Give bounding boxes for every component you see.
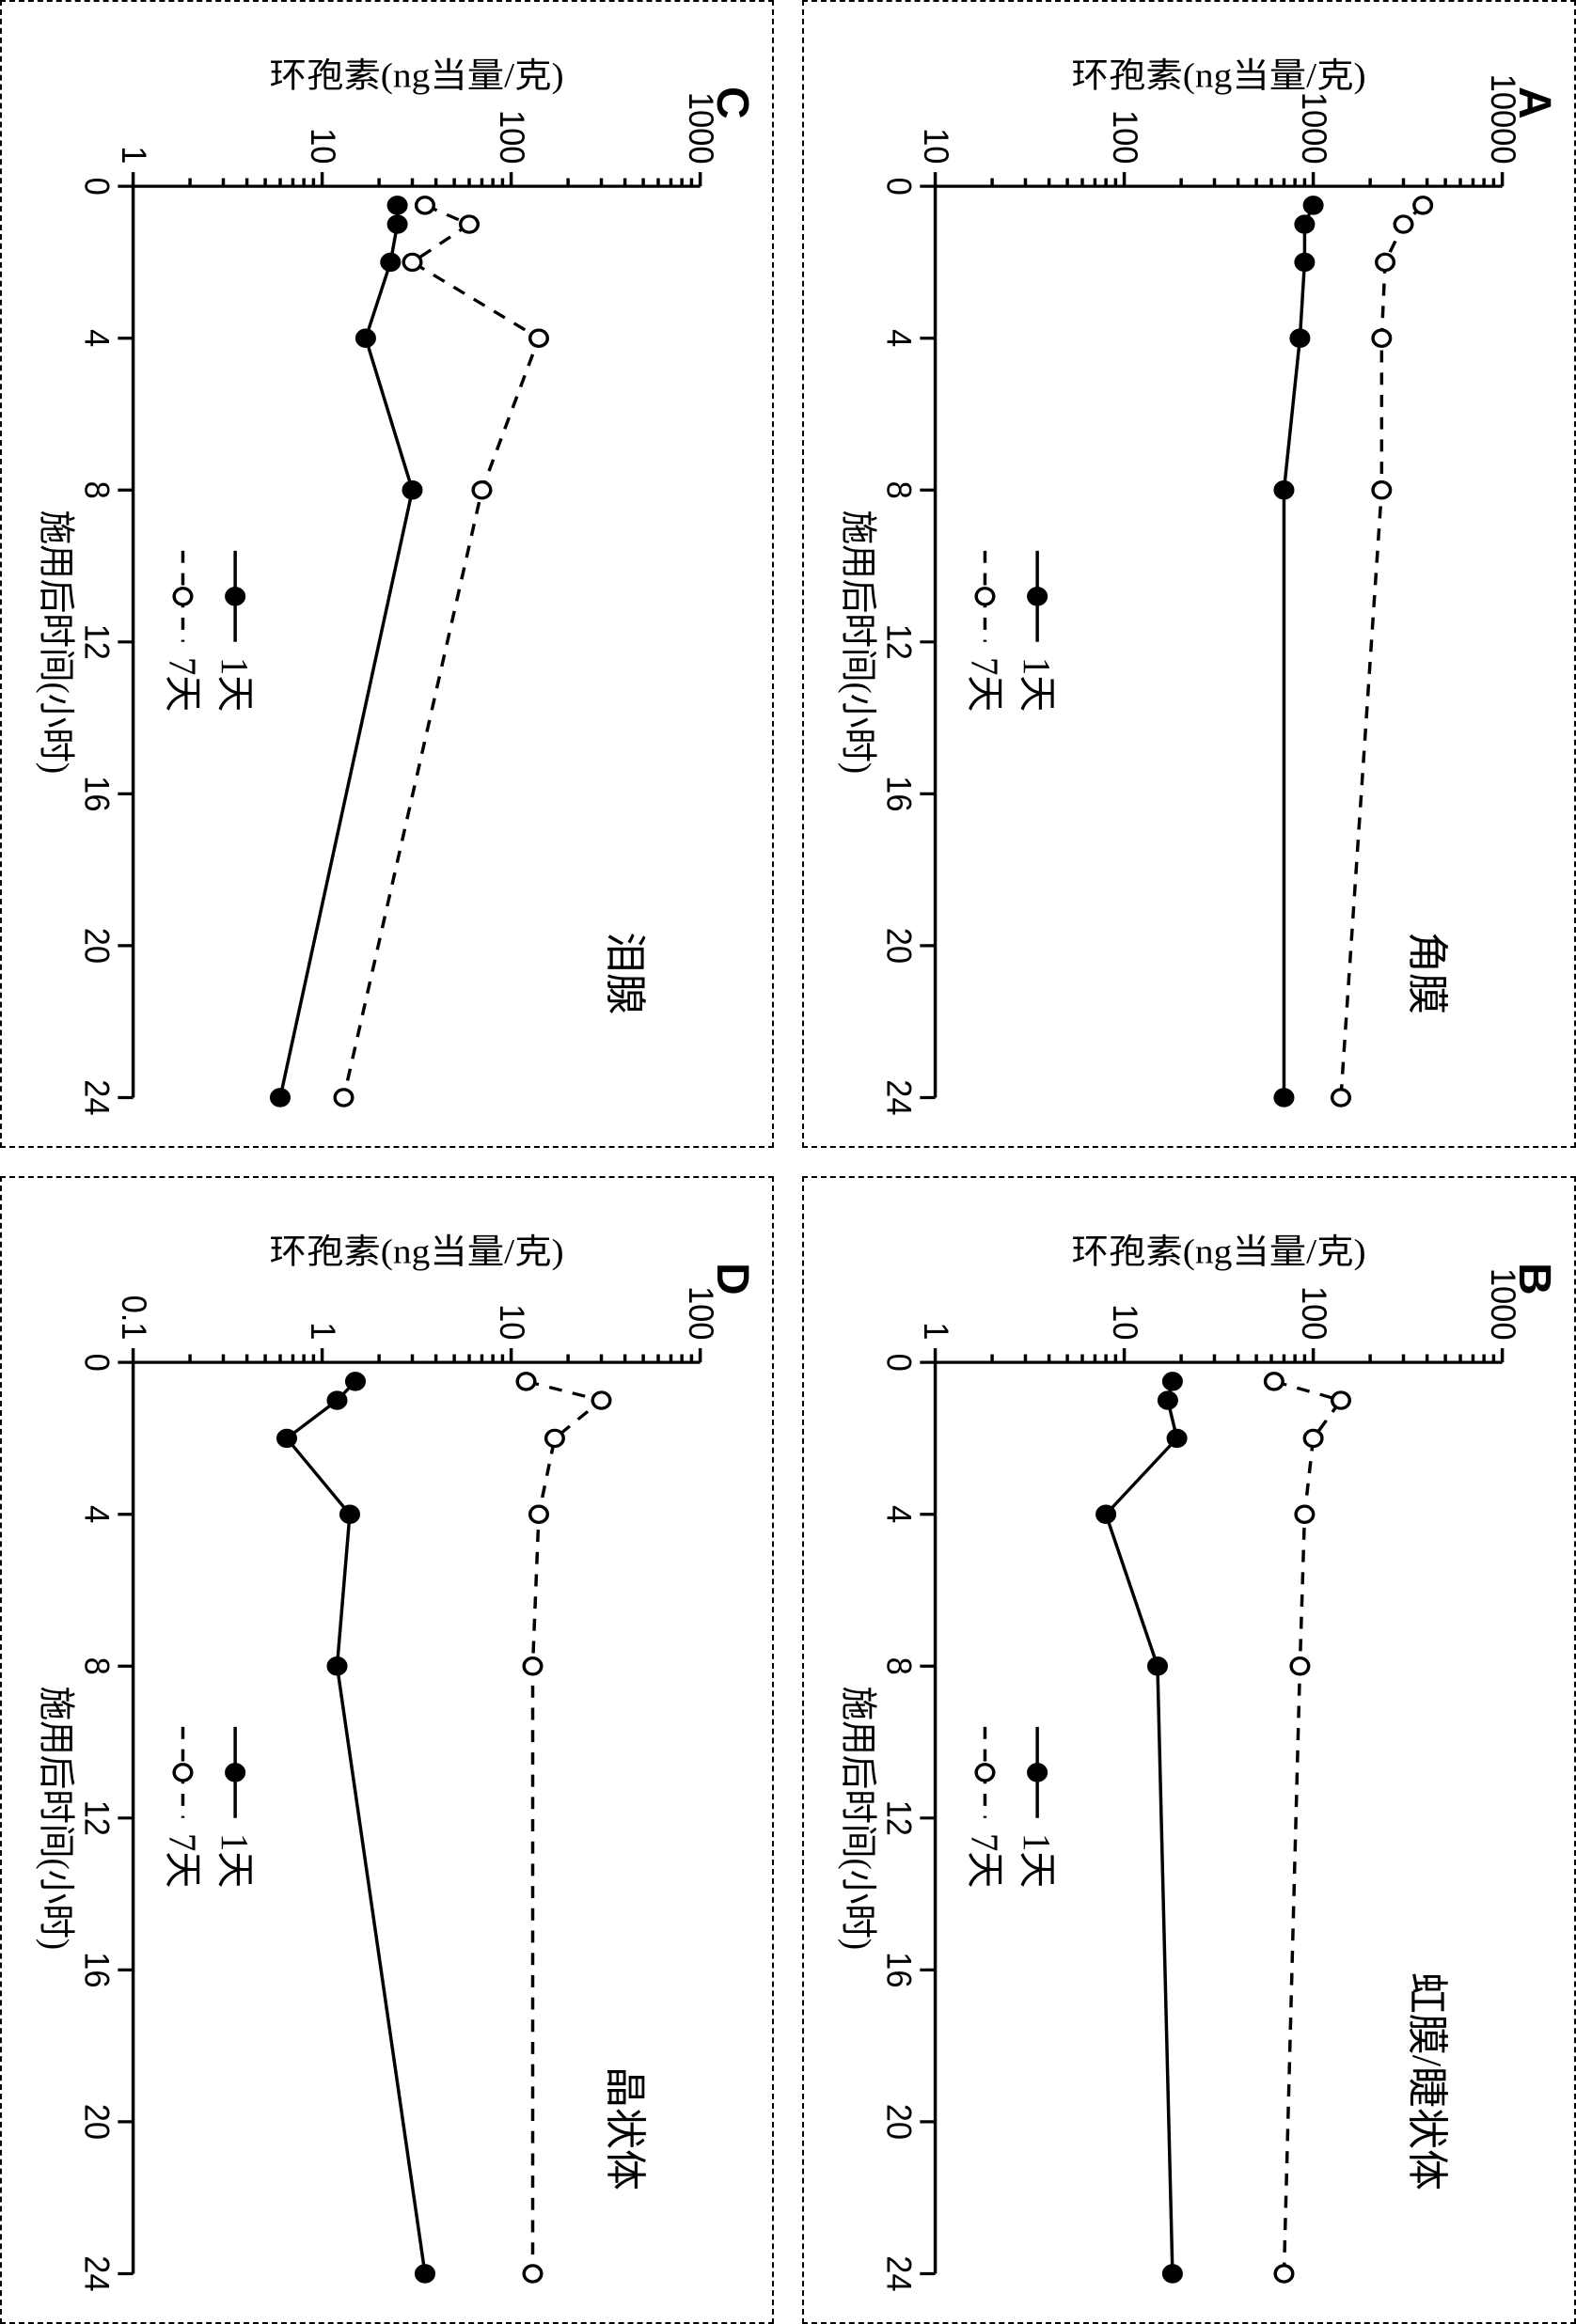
chart-area: 048121620241101001000施用后时间(小时)环孢素(ng当量/克… — [870, 1281, 1546, 2294]
x-tick-label: 8 — [879, 481, 918, 499]
y-tick-label: 100 — [493, 110, 531, 164]
x-axis-label: 施用后时间(小时) — [35, 510, 76, 775]
legend-day7-label: 7天 — [963, 657, 1007, 712]
y-tick-label: 100 — [1295, 1286, 1333, 1340]
y-tick-label: 100 — [1106, 110, 1144, 164]
x-tick-label: 0 — [879, 178, 918, 196]
x-tick-label: 8 — [77, 481, 116, 499]
x-tick-label: 24 — [77, 2255, 116, 2291]
y-tick-label: 10 — [1106, 1304, 1144, 1340]
x-tick-label: 12 — [879, 624, 918, 660]
legend: 1天7天 — [963, 551, 1059, 712]
panel-d: D晶状体048121620240.1110100施用后时间(小时)环孢素(ng当… — [0, 1176, 774, 2324]
x-tick-label: 0 — [77, 178, 116, 196]
x-tick-label: 12 — [77, 624, 116, 660]
x-tick-label: 20 — [77, 2104, 116, 2140]
panel-a: A角膜0481216202410100100010000施用后时间(小时)环孢素… — [802, 0, 1576, 1148]
chart-area: 048121620241101001000施用后时间(小时)环孢素(ng当量/克… — [68, 105, 744, 1118]
y-tick-label: 10 — [304, 128, 342, 164]
y-tick-label: 1000 — [682, 92, 720, 165]
x-tick-label: 0 — [77, 1354, 116, 1372]
chart-area: 048121620240.1110100施用后时间(小时)环孢素(ng当量/克)… — [68, 1281, 744, 2294]
y-tick-label: 10000 — [1484, 74, 1522, 165]
y-tick-label: 0.1 — [115, 1295, 153, 1341]
series-day1-line — [1106, 1381, 1177, 2273]
x-tick-label: 4 — [879, 329, 918, 347]
legend-day7-label: 7天 — [963, 1833, 1007, 1888]
legend: 1天7天 — [161, 551, 257, 712]
series-day1-line — [280, 205, 413, 1097]
x-tick-label: 24 — [879, 1079, 918, 1115]
x-tick-label: 16 — [879, 776, 918, 811]
x-tick-label: 24 — [77, 1079, 116, 1115]
x-tick-label: 4 — [77, 1505, 116, 1523]
x-tick-label: 4 — [879, 1505, 918, 1523]
legend-day1-label: 1天 — [1016, 1833, 1060, 1888]
x-tick-label: 20 — [879, 2104, 918, 2140]
x-tick-label: 20 — [77, 928, 116, 964]
y-axis-label: 环孢素(ng当量/克) — [270, 1233, 564, 1271]
y-tick-label: 100 — [682, 1286, 720, 1340]
y-axis-label: 环孢素(ng当量/克) — [1072, 1233, 1366, 1271]
x-tick-label: 24 — [879, 2255, 918, 2291]
legend-day1-label: 1天 — [1016, 657, 1060, 712]
legend: 1天7天 — [161, 1727, 257, 1888]
x-tick-label: 12 — [879, 1800, 918, 1836]
legend-day7-label: 7天 — [161, 1833, 205, 1888]
y-tick-label: 10 — [917, 128, 955, 164]
legend-day7-label: 7天 — [161, 657, 205, 712]
chart-area: 0481216202410100100010000施用后时间(小时)环孢素(ng… — [870, 105, 1546, 1118]
y-tick-label: 1 — [304, 1322, 342, 1340]
y-tick-label: 1 — [917, 1322, 955, 1340]
y-tick-label: 1000 — [1295, 92, 1333, 165]
y-axis-label: 环孢素(ng当量/克) — [1072, 57, 1366, 95]
x-axis-label: 施用后时间(小时) — [837, 1687, 878, 1951]
x-tick-label: 16 — [879, 1952, 918, 1987]
x-axis-label: 施用后时间(小时) — [35, 1687, 76, 1951]
panel-c: C泪腺048121620241101001000施用后时间(小时)环孢素(ng当… — [0, 0, 774, 1148]
y-tick-label: 10 — [493, 1304, 531, 1340]
x-axis-label: 施用后时间(小时) — [837, 510, 878, 775]
x-tick-label: 20 — [879, 928, 918, 964]
panel-b: B虹膜/睫状体048121620241101001000施用后时间(小时)环孢素… — [802, 1176, 1576, 2324]
legend: 1天7天 — [963, 1727, 1059, 1888]
x-tick-label: 4 — [77, 329, 116, 347]
legend-day1-label: 1天 — [213, 1833, 258, 1888]
x-tick-label: 16 — [77, 776, 116, 811]
x-tick-label: 16 — [77, 1952, 116, 1987]
x-tick-label: 0 — [879, 1354, 918, 1372]
x-tick-label: 8 — [77, 1657, 116, 1675]
legend-day1-label: 1天 — [213, 657, 258, 712]
y-tick-label: 1000 — [1484, 1268, 1522, 1341]
y-axis-label: 环孢素(ng当量/克) — [270, 57, 564, 95]
x-tick-label: 12 — [77, 1800, 116, 1836]
y-tick-label: 1 — [115, 146, 153, 164]
x-tick-label: 8 — [879, 1657, 918, 1675]
